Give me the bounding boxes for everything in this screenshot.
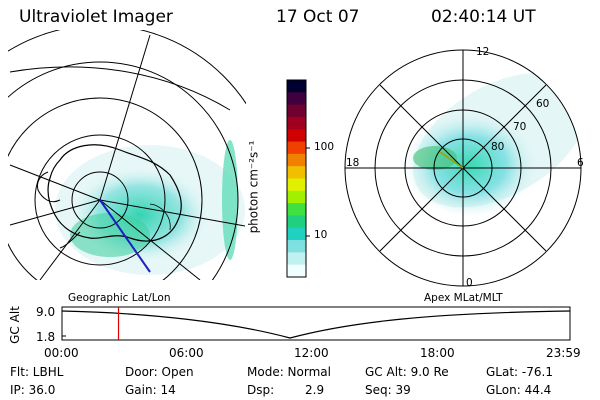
time-tick-1200: 12:00 xyxy=(294,346,329,360)
date-label: 17 Oct 07 xyxy=(276,7,360,27)
mlat-label-60: 60 xyxy=(536,98,550,110)
seq-status: Seq: 39 xyxy=(365,383,411,397)
time-tick-0600: 06:00 xyxy=(169,346,204,360)
colorbar-swatch xyxy=(287,178,306,192)
glon-status: GLon: 44.4 xyxy=(486,383,552,397)
dsp-label: Dsp: xyxy=(247,383,275,397)
colorbar-swatch xyxy=(287,227,306,241)
altitude-axis-title: GC Alt xyxy=(7,306,22,344)
colorbar-swatch xyxy=(287,203,306,216)
mlt-label-12: 12 xyxy=(476,46,490,58)
gain-status: Gain: 14 xyxy=(125,383,176,397)
colorbar-swatch xyxy=(287,264,306,278)
apex-label: Apex MLat/MLT xyxy=(424,292,503,304)
filter-status: Flt: LBHL xyxy=(10,365,64,379)
door-status: Door: Open xyxy=(125,365,194,379)
mlat-label-70: 70 xyxy=(513,121,527,133)
colorbar-swatch xyxy=(287,80,306,93)
colorbar-swatch xyxy=(287,129,306,143)
colorbar-swatch xyxy=(287,166,306,179)
colorbar-swatch xyxy=(287,215,306,229)
geographic-label: Geographic Lat/Lon xyxy=(68,292,171,304)
colorbar-swatch xyxy=(287,190,306,204)
time-tick-1800: 18:00 xyxy=(420,346,455,360)
colorbar-swatch xyxy=(287,92,306,106)
colorbar-swatch xyxy=(287,240,306,253)
colorbar-swatch xyxy=(287,141,306,155)
mode-status: Mode: Normal xyxy=(247,365,331,379)
mlat-label-80: 80 xyxy=(491,141,505,153)
colorbar-tick-100: 100 xyxy=(314,141,335,153)
altitude-curve xyxy=(61,310,571,339)
colorbar-scale xyxy=(286,79,307,278)
dsp-value: 2.9 xyxy=(305,383,325,397)
colorbar-swatch xyxy=(287,252,306,266)
ip-status: IP: 36.0 xyxy=(10,383,56,397)
colorbar-swatch xyxy=(287,104,306,118)
altitude-tick-9: 9.0 xyxy=(36,305,56,319)
colorbar-swatch xyxy=(287,116,306,130)
mlt-label-18: 18 xyxy=(346,157,360,169)
app-title: Ultraviolet Imager xyxy=(19,7,173,27)
gc-alt-status: GC Alt: 9.0 Re xyxy=(365,365,449,379)
colorbar-swatch xyxy=(287,153,306,167)
colorbar-tick-10: 10 xyxy=(314,229,328,241)
colorbar-frame xyxy=(286,79,307,278)
altitude-plot-frame xyxy=(61,306,571,341)
mlt-label-0: 0 xyxy=(466,277,473,289)
glat-status: GLat: -76.1 xyxy=(486,365,553,379)
altitude-tick-1-8: 1.8 xyxy=(36,330,56,344)
time-label: 02:40:14 UT xyxy=(431,7,536,27)
time-tick-2359: 23:59 xyxy=(546,346,581,360)
mlt-label-6: 6 xyxy=(577,157,584,169)
time-tick-0000: 00:00 xyxy=(44,346,79,360)
